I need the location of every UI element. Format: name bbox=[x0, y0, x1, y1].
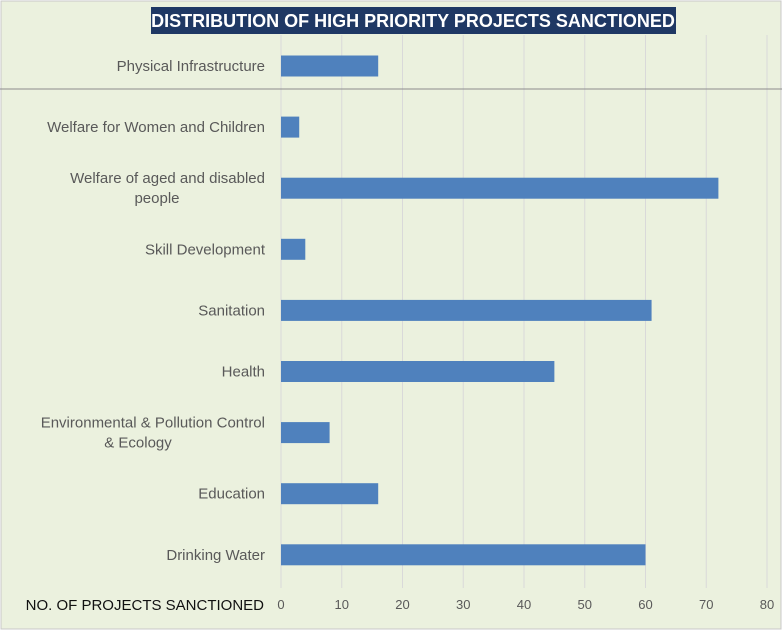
x-tick-label: 60 bbox=[638, 597, 652, 612]
x-tick-label: 30 bbox=[456, 597, 470, 612]
x-tick-label: 20 bbox=[395, 597, 409, 612]
bar bbox=[281, 483, 379, 505]
category-label-line: Drinking Water bbox=[166, 547, 265, 564]
x-tick-label: 10 bbox=[335, 597, 349, 612]
bar bbox=[281, 299, 652, 321]
category-label: Environmental & Pollution Control & Ecolo… bbox=[41, 415, 265, 452]
category-label-line: Sanitation bbox=[198, 302, 265, 319]
category-label: Physical Infrastructure bbox=[117, 58, 265, 75]
category-label: Education bbox=[198, 486, 265, 503]
category-label-line: Skill Development bbox=[145, 241, 266, 258]
category-label-line: Physical Infrastructure bbox=[117, 58, 265, 75]
bar bbox=[281, 422, 330, 444]
x-tick-label: 40 bbox=[517, 597, 531, 612]
category-label-line: Environmental & Pollution Control bbox=[41, 415, 265, 432]
x-tick-label: 0 bbox=[277, 597, 284, 612]
bar bbox=[281, 544, 646, 566]
category-label-line: people bbox=[134, 190, 179, 207]
bar bbox=[281, 55, 379, 77]
bar bbox=[281, 361, 555, 382]
category-label-line: Welfare of aged and disabled bbox=[70, 170, 265, 187]
category-label: Sanitation bbox=[198, 302, 265, 319]
x-tick-label: 80 bbox=[760, 597, 774, 612]
category-label-line: Health bbox=[222, 364, 265, 381]
x-tick-label: 70 bbox=[699, 597, 713, 612]
x-tick-label: 50 bbox=[578, 597, 592, 612]
category-label: Welfare of aged and disabled people bbox=[70, 170, 265, 207]
category-label-line: & Ecology bbox=[104, 435, 172, 452]
bar bbox=[281, 238, 306, 260]
x-axis-label: NO. OF PROJECTS SANCTIONED bbox=[26, 597, 265, 614]
category-label-line: Welfare for Women and Children bbox=[47, 119, 265, 136]
bar bbox=[281, 177, 719, 199]
title-background bbox=[151, 7, 676, 34]
category-label: Welfare for Women and Children bbox=[47, 119, 265, 136]
chart-title: DISTRIBUTION OF HIGH PRIORITY PROJECTS S… bbox=[151, 11, 675, 31]
category-label: Skill Development bbox=[145, 241, 266, 258]
category-label: Health bbox=[222, 364, 265, 381]
category-label: Drinking Water bbox=[166, 547, 265, 564]
category-label-line: Education bbox=[198, 486, 265, 503]
bar bbox=[281, 116, 300, 138]
